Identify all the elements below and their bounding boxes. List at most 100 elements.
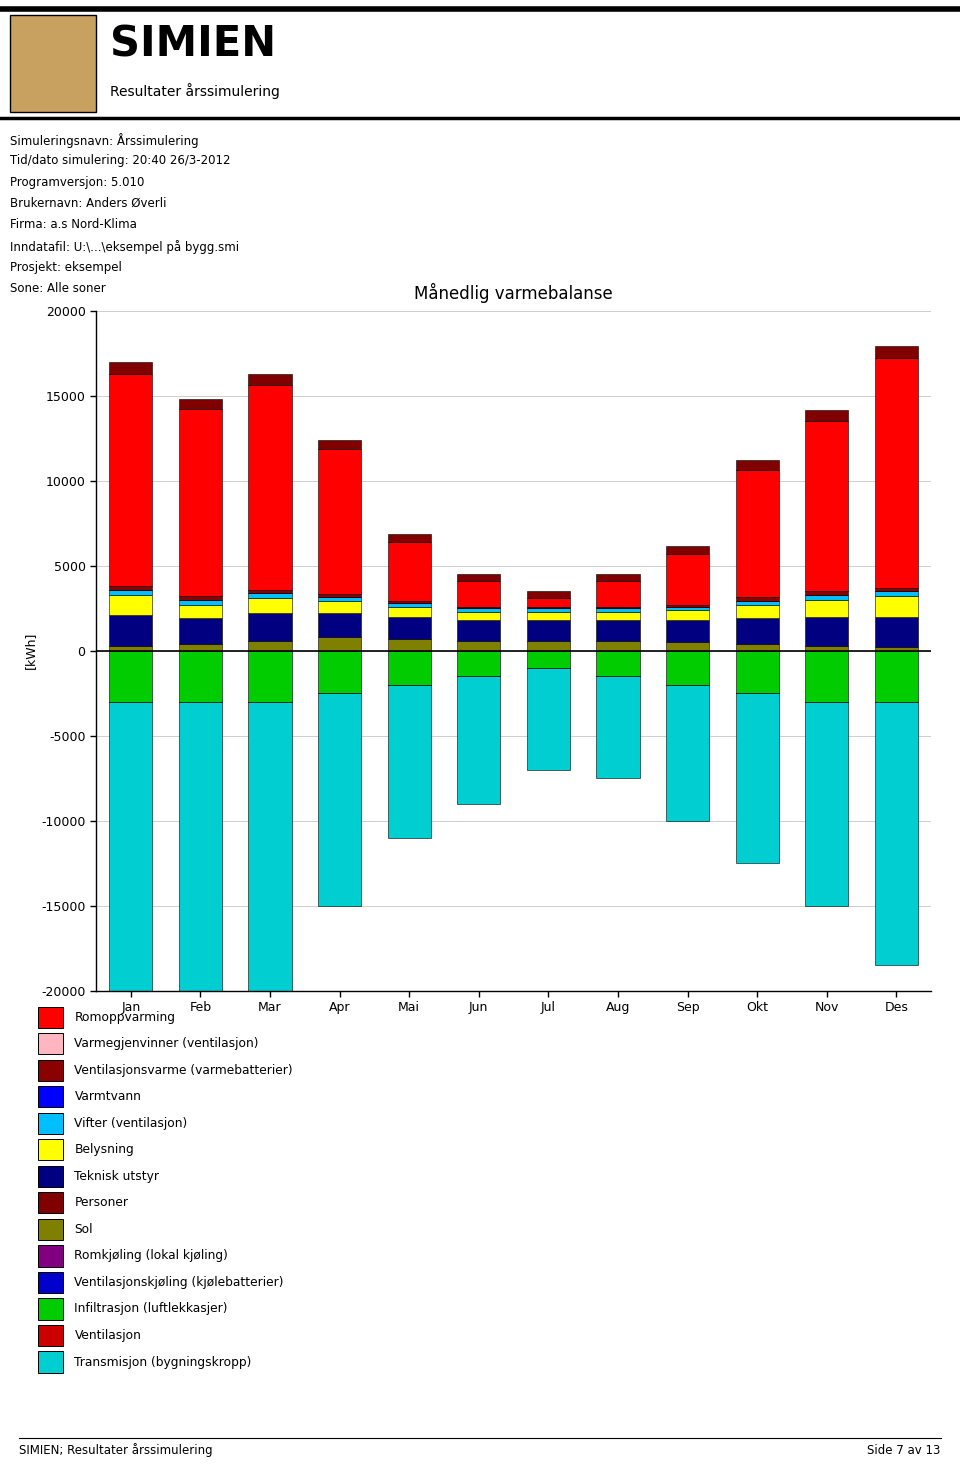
- Text: Varmtvann: Varmtvann: [75, 1090, 141, 1103]
- Bar: [666, 553, 709, 605]
- Bar: [37, 1139, 63, 1161]
- Bar: [457, 676, 500, 805]
- Bar: [318, 694, 361, 905]
- Bar: [318, 593, 361, 598]
- Bar: [318, 598, 361, 602]
- Bar: [805, 422, 849, 592]
- Bar: [388, 639, 431, 651]
- Bar: [249, 590, 292, 593]
- Text: Side 7 av 13: Side 7 av 13: [868, 1444, 941, 1457]
- Bar: [318, 637, 361, 651]
- Bar: [666, 606, 709, 609]
- Text: Varmegjenvinner (ventilasjon): Varmegjenvinner (ventilasjon): [75, 1037, 259, 1050]
- Bar: [37, 1325, 63, 1346]
- Bar: [37, 1112, 63, 1134]
- Bar: [37, 1007, 63, 1028]
- Bar: [875, 346, 918, 358]
- Text: Romoppvarming: Romoppvarming: [75, 1010, 176, 1023]
- Bar: [179, 643, 222, 651]
- Bar: [179, 410, 222, 596]
- Bar: [109, 651, 153, 703]
- Text: Vifter (ventilasjon): Vifter (ventilasjon): [75, 1117, 188, 1130]
- Bar: [37, 1192, 63, 1213]
- Bar: [735, 600, 779, 605]
- Bar: [527, 606, 570, 608]
- Bar: [109, 590, 153, 595]
- Text: Resultater årssimulering: Resultater årssimulering: [110, 83, 280, 99]
- Bar: [179, 399, 222, 410]
- Bar: [179, 596, 222, 600]
- Bar: [37, 1219, 63, 1239]
- Bar: [318, 602, 361, 614]
- Bar: [735, 470, 779, 598]
- Bar: [527, 651, 570, 669]
- Bar: [666, 546, 709, 553]
- Bar: [735, 618, 779, 643]
- Bar: [805, 410, 849, 422]
- Text: Prosjekt: eksempel: Prosjekt: eksempel: [10, 260, 122, 274]
- Bar: [527, 598, 570, 606]
- Bar: [805, 595, 849, 600]
- Text: Infiltrasjon (luftlekkasjer): Infiltrasjon (luftlekkasjer): [75, 1303, 228, 1315]
- Bar: [388, 617, 431, 639]
- Bar: [527, 608, 570, 612]
- Bar: [179, 703, 222, 1000]
- Bar: [875, 596, 918, 617]
- Bar: [249, 703, 292, 1000]
- Bar: [179, 651, 222, 703]
- Bar: [388, 534, 431, 541]
- Bar: [666, 642, 709, 651]
- Bar: [179, 605, 222, 618]
- Bar: [457, 606, 500, 608]
- Bar: [805, 646, 849, 651]
- Bar: [527, 592, 570, 598]
- Bar: [37, 1060, 63, 1081]
- Bar: [249, 651, 292, 703]
- Bar: [805, 617, 849, 646]
- Bar: [805, 651, 849, 703]
- Bar: [179, 600, 222, 605]
- Bar: [109, 595, 153, 615]
- Text: SIMIEN: SIMIEN: [110, 24, 276, 65]
- Bar: [457, 612, 500, 620]
- Bar: [457, 574, 500, 581]
- Text: Firma: a.s Nord-Klima: Firma: a.s Nord-Klima: [10, 219, 136, 231]
- Bar: [735, 694, 779, 864]
- Text: Transmisjon (bygningskropp): Transmisjon (bygningskropp): [75, 1356, 252, 1368]
- Text: Sol: Sol: [75, 1223, 93, 1236]
- Text: Romkjøling (lokal kjøling): Romkjøling (lokal kjøling): [75, 1250, 228, 1263]
- Bar: [318, 614, 361, 637]
- Bar: [37, 1245, 63, 1266]
- Text: Teknisk utstyr: Teknisk utstyr: [75, 1170, 159, 1183]
- Text: SIMIEN; Resultater årssimulering: SIMIEN; Resultater årssimulering: [19, 1444, 213, 1457]
- Bar: [735, 605, 779, 618]
- Bar: [527, 620, 570, 640]
- Bar: [109, 646, 153, 651]
- Bar: [666, 651, 709, 685]
- Bar: [596, 620, 639, 640]
- Bar: [666, 620, 709, 642]
- Bar: [875, 617, 918, 648]
- Bar: [388, 651, 431, 685]
- Bar: [179, 618, 222, 643]
- Bar: [249, 598, 292, 614]
- Bar: [666, 605, 709, 606]
- Bar: [388, 606, 431, 617]
- Text: Tid/dato simulering: 20:40 26/3-2012: Tid/dato simulering: 20:40 26/3-2012: [10, 154, 230, 167]
- Bar: [457, 640, 500, 651]
- Bar: [388, 603, 431, 606]
- Text: Ventilasjonsvarme (varmebatterier): Ventilasjonsvarme (varmebatterier): [75, 1063, 293, 1077]
- Bar: [735, 460, 779, 470]
- Bar: [10, 15, 96, 112]
- Text: Ventilasjon: Ventilasjon: [75, 1330, 141, 1341]
- Bar: [875, 703, 918, 966]
- Bar: [249, 374, 292, 386]
- Bar: [249, 386, 292, 590]
- Bar: [318, 439, 361, 450]
- Bar: [735, 643, 779, 651]
- Text: Brukernavn: Anders Øverli: Brukernavn: Anders Øverli: [10, 197, 166, 210]
- Bar: [875, 651, 918, 703]
- Bar: [805, 600, 849, 617]
- Bar: [109, 586, 153, 590]
- Bar: [596, 581, 639, 606]
